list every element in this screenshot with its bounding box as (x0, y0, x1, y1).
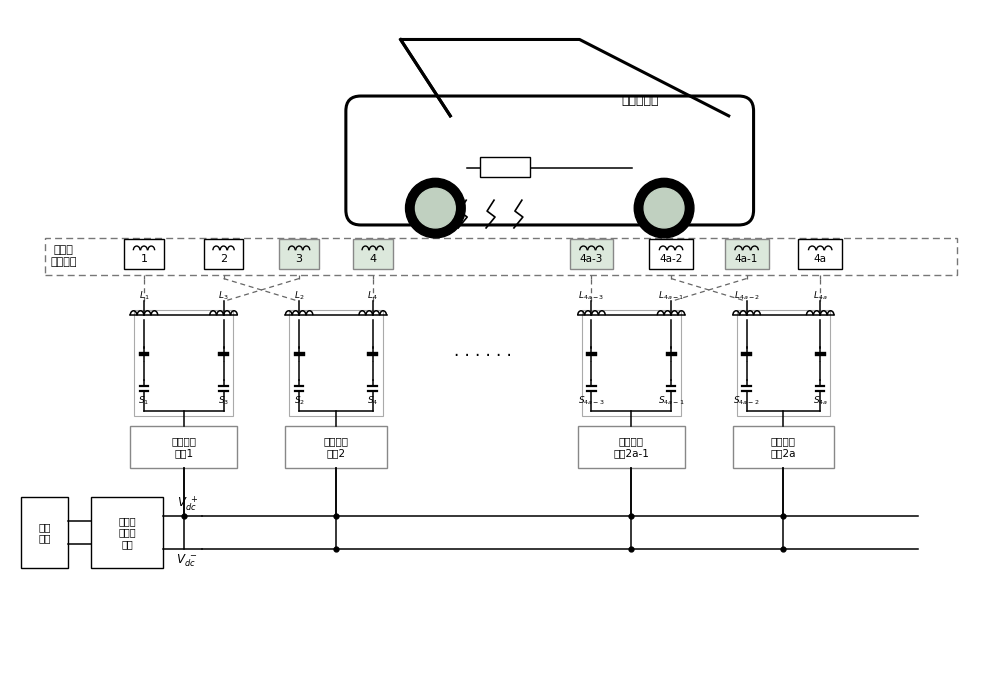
Text: 4a-3: 4a-3 (580, 254, 603, 264)
FancyBboxPatch shape (204, 239, 243, 269)
FancyBboxPatch shape (725, 239, 769, 269)
FancyBboxPatch shape (124, 239, 164, 269)
Text: $S_{4a-3}$: $S_{4a-3}$ (578, 395, 605, 407)
Text: 发射端
阵列线圈: 发射端 阵列线圈 (51, 245, 77, 267)
Text: 高频激励
单刔1: 高频激励 单刔1 (171, 436, 196, 458)
FancyBboxPatch shape (733, 426, 834, 468)
FancyBboxPatch shape (91, 497, 163, 568)
Text: 工频
电网: 工频 电网 (38, 522, 51, 543)
Text: $L_3$: $L_3$ (218, 290, 229, 302)
Text: · · · · · ·: · · · · · · (454, 347, 512, 365)
FancyBboxPatch shape (45, 238, 957, 275)
Text: 1: 1 (140, 254, 147, 264)
Text: $S_2$: $S_2$ (294, 395, 305, 407)
Text: $L_{4a-2}$: $L_{4a-2}$ (734, 290, 760, 302)
Text: 3: 3 (296, 254, 303, 264)
Text: 4a-1: 4a-1 (735, 254, 758, 264)
FancyBboxPatch shape (582, 310, 681, 416)
FancyBboxPatch shape (289, 310, 383, 416)
FancyBboxPatch shape (130, 426, 237, 468)
Text: 原级电
能变换
装置: 原级电 能变换 装置 (118, 516, 136, 549)
Text: $S_{4a}$: $S_{4a}$ (813, 395, 828, 407)
Text: $L_{4a-3}$: $L_{4a-3}$ (578, 290, 605, 302)
Text: $V_{dc}^{\ -}$: $V_{dc}^{\ -}$ (176, 553, 198, 569)
FancyBboxPatch shape (798, 239, 842, 269)
FancyBboxPatch shape (570, 239, 613, 269)
FancyBboxPatch shape (480, 157, 530, 177)
Circle shape (644, 188, 684, 228)
FancyBboxPatch shape (649, 239, 693, 269)
Text: $S_4$: $S_4$ (367, 395, 378, 407)
Text: 4a-2: 4a-2 (659, 254, 683, 264)
Text: $L_4$: $L_4$ (367, 290, 378, 302)
Circle shape (415, 188, 455, 228)
FancyBboxPatch shape (279, 239, 319, 269)
FancyBboxPatch shape (346, 96, 754, 225)
FancyBboxPatch shape (21, 497, 68, 568)
Text: $L_1$: $L_1$ (139, 290, 149, 302)
FancyBboxPatch shape (737, 310, 830, 416)
Text: 4: 4 (369, 254, 376, 264)
Text: $S_{4a-2}$: $S_{4a-2}$ (733, 395, 760, 407)
FancyBboxPatch shape (285, 426, 387, 468)
Text: $V_{dc}^{\ +}$: $V_{dc}^{\ +}$ (177, 494, 198, 513)
Text: 高频激励
单刔2a-1: 高频激励 单刔2a-1 (613, 436, 649, 458)
Text: 2: 2 (220, 254, 227, 264)
Text: $S_1$: $S_1$ (138, 395, 150, 407)
Text: 高频激励
单刔2a: 高频激励 单刔2a (771, 436, 796, 458)
Text: 车载接收端: 车载接收端 (621, 94, 659, 107)
Text: $L_2$: $L_2$ (294, 290, 304, 302)
Text: $L_{4a}$: $L_{4a}$ (813, 290, 827, 302)
Text: 高频激励
单刔2: 高频激励 单刔2 (323, 436, 348, 458)
Text: $S_3$: $S_3$ (218, 395, 229, 407)
Circle shape (634, 178, 694, 238)
Text: $S_{4a-1}$: $S_{4a-1}$ (658, 395, 684, 407)
FancyBboxPatch shape (578, 426, 685, 468)
FancyBboxPatch shape (134, 310, 233, 416)
Circle shape (406, 178, 465, 238)
Text: 4a: 4a (814, 254, 827, 264)
Text: $L_{4a-1}$: $L_{4a-1}$ (658, 290, 684, 302)
FancyBboxPatch shape (353, 239, 393, 269)
